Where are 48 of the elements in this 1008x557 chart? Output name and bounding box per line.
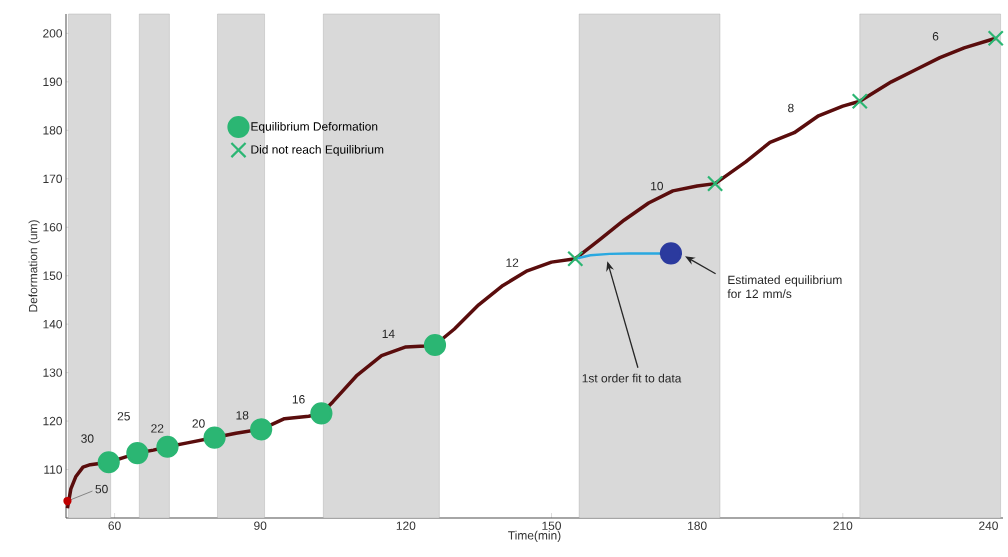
point — [63, 496, 72, 506]
point — [987, 30, 1004, 47]
annotation: 22 — [151, 424, 164, 433]
annotation: 14 — [382, 329, 395, 338]
legend-label: Equilibrium Deformation — [251, 121, 378, 134]
annotation: 12 — [506, 258, 519, 267]
y-tick-label: 180 — [43, 126, 63, 135]
annotation: 10 — [651, 181, 664, 191]
x-tick-label: 150 — [542, 521, 562, 530]
point — [156, 435, 179, 458]
legend-label: Did not reach Equilibrium — [251, 144, 384, 157]
x-tick-label: 90 — [254, 521, 267, 530]
point — [659, 242, 683, 265]
y-tick-label: 130 — [43, 368, 63, 377]
annotation: Estimated equilibrium for 12 mm/s — [727, 275, 842, 299]
x-tick-label: 180 — [688, 521, 707, 530]
y-tick-label: 200 — [43, 29, 63, 38]
y-tick-label: 120 — [43, 416, 63, 426]
annotation: 50 — [95, 484, 108, 494]
x-tick-label: 60 — [108, 521, 121, 530]
annotation: 20 — [192, 419, 205, 428]
annotation: 1st order fit to data — [582, 373, 682, 383]
point — [203, 426, 226, 449]
point — [126, 441, 149, 465]
annotation: 8 — [788, 103, 794, 113]
point — [567, 250, 584, 267]
y-tick-label: 140 — [43, 319, 63, 329]
x-tick-label: 240 — [979, 521, 998, 530]
annotation: 25 — [117, 412, 130, 421]
y-tick-label: 160 — [43, 223, 63, 232]
annotation: 30 — [81, 434, 94, 443]
y-tick-label: 150 — [43, 271, 63, 280]
point — [423, 333, 447, 357]
annotation: 16 — [292, 395, 305, 404]
point — [97, 451, 120, 474]
point — [310, 402, 333, 425]
point — [851, 93, 868, 110]
y-tick-label: 190 — [43, 77, 63, 87]
annotation: 6 — [932, 32, 939, 41]
x-tick-label: 210 — [833, 521, 853, 530]
point — [250, 418, 273, 441]
annotation: 18 — [236, 411, 249, 420]
y-axis-title: Deformation (um) — [28, 220, 40, 312]
y-tick-label: 110 — [44, 465, 63, 474]
x-axis-title: Time(min) — [508, 530, 561, 542]
point — [706, 175, 724, 192]
y-tick-label: 170 — [43, 174, 63, 183]
x-tick-label: 120 — [396, 521, 416, 530]
